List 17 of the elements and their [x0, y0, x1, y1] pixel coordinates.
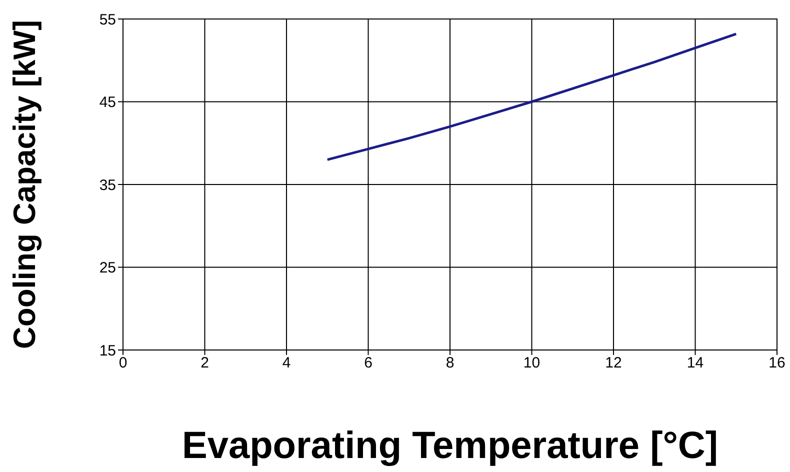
x-tick-label: 8 — [446, 354, 454, 372]
y-axis-title: Cooling Capacity [kW] — [7, 20, 42, 349]
line-series — [326, 32, 738, 161]
y-tick-label: 35 — [99, 176, 116, 194]
y-tick-label: 15 — [99, 342, 116, 360]
x-tick-label: 10 — [523, 354, 540, 372]
y-tick-label: 55 — [99, 11, 116, 28]
x-tick-label: 4 — [282, 354, 291, 372]
x-tick-label: 6 — [364, 354, 372, 372]
x-tick-label: 16 — [768, 354, 786, 372]
x-tick-label: 0 — [118, 354, 128, 372]
x-tick-label: 14 — [686, 354, 704, 372]
y-tick-label: 25 — [99, 260, 116, 277]
x-tick-label: 2 — [200, 354, 209, 372]
x-axis-title: Evaporating Temperature [°C] — [182, 425, 718, 467]
x-tick-label: 12 — [605, 354, 622, 372]
y-tick-label: 45 — [99, 94, 116, 112]
